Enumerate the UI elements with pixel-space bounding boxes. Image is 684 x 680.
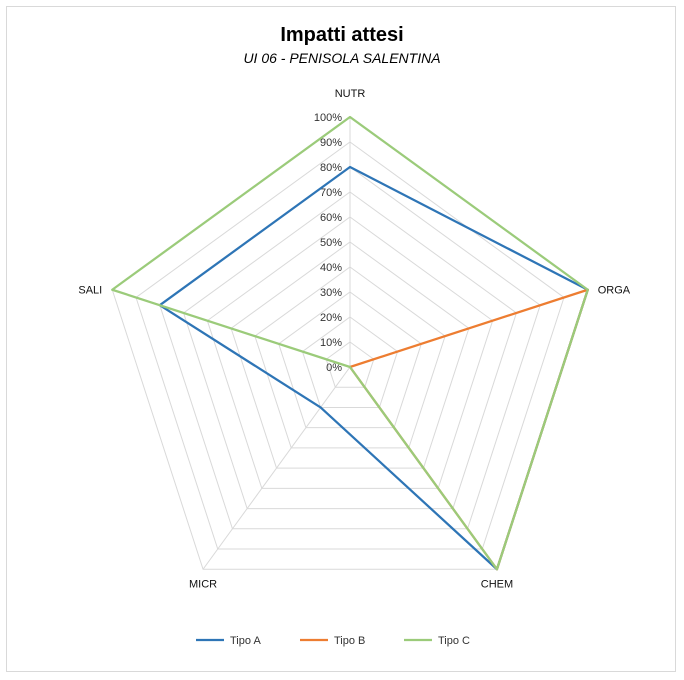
legend-label: Tipo A [230,635,261,647]
chart-title: Impatti attesi [280,24,403,46]
grid-ring [278,291,422,429]
category-label-orga: ORGA [598,285,631,297]
radial-tick-labels: 0% 10% 20% 30% 40% 50% 60% 70% 80% 90% 100% [314,112,342,374]
r-tick-label: 60% [320,212,342,224]
grid-ring [182,191,518,510]
r-tick-label: 30% [320,287,342,299]
chart-frame: Impatti attesi UI 06 - PENISOLA SALENTIN… [6,6,676,672]
grid-ring [206,216,494,489]
grid-ring [254,266,446,449]
grid-ring [135,141,565,550]
series-tipo-c [111,115,589,571]
category-label-sali: SALI [78,285,102,297]
radar-grid [111,116,589,570]
r-tick-label: 0% [326,362,342,374]
category-labels: NUTR ORGA CHEM MICR SALI [78,88,630,590]
r-tick-label: 40% [320,262,342,274]
legend: Tipo A Tipo B Tipo C [196,635,470,647]
category-label-chem: CHEM [481,578,513,590]
grid-ring [230,241,470,469]
r-tick-label: 70% [320,187,342,199]
r-tick-label: 100% [314,112,342,124]
category-label-micr: MICR [189,578,217,590]
category-label-nutr: NUTR [335,88,366,100]
legend-label: Tipo B [334,635,365,647]
series-tipo-b [348,288,589,571]
r-tick-label: 80% [320,162,342,174]
legend-label: Tipo C [438,635,470,647]
r-tick-label: 50% [320,237,342,249]
r-tick-label: 90% [320,137,342,149]
grid-ring [301,316,399,408]
grid-spoke [202,366,351,570]
r-tick-label: 10% [320,337,342,349]
grid-ring [325,341,375,388]
radar-chart: Impatti attesi UI 06 - PENISOLA SALENTIN… [78,24,630,647]
chart-subtitle: UI 06 - PENISOLA SALENTINA [243,50,440,66]
series-lines [111,115,589,571]
r-tick-label: 20% [320,312,342,324]
series-tipo-a [158,165,589,571]
